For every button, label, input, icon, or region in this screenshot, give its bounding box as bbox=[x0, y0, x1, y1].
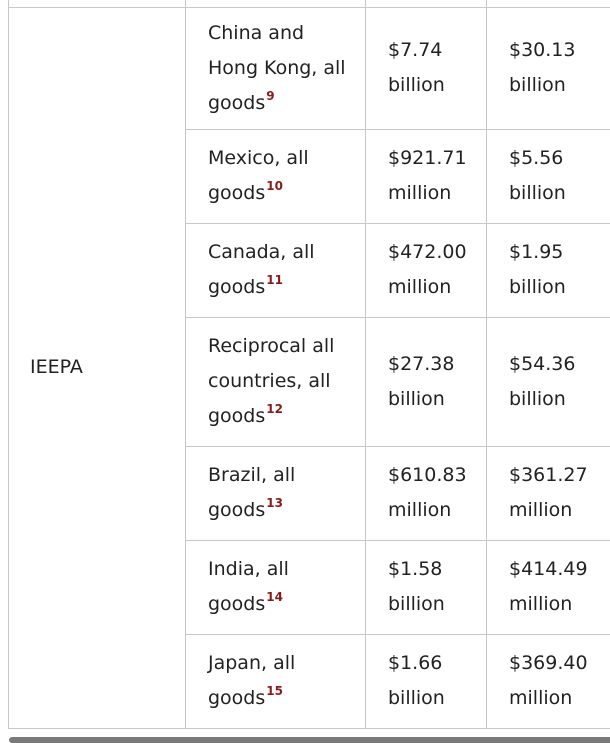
value-cell: $1.95 billion bbox=[486, 222, 610, 318]
footnote-link[interactable]: 15 bbox=[266, 684, 283, 698]
value-cell: $1.58 billion bbox=[365, 539, 487, 635]
value-cell: $414.49 million bbox=[486, 539, 610, 635]
footnote-link[interactable]: 11 bbox=[266, 273, 283, 287]
horizontal-scrollbar[interactable] bbox=[9, 737, 610, 743]
description-cell: Reciprocal all countries, all goods12 bbox=[185, 316, 366, 447]
value-cell: $610.83 million bbox=[365, 445, 487, 541]
value-cell: $54.36 billion bbox=[486, 316, 610, 447]
table-row: Mexico, all goods10 $921.71 million $5.5… bbox=[9, 128, 610, 224]
value-cell: $27.38 billion bbox=[365, 316, 487, 447]
value-cell: $369.40 million bbox=[486, 633, 610, 729]
footnote-link[interactable]: 10 bbox=[266, 179, 283, 193]
value-cell: $361.27 million bbox=[486, 445, 610, 541]
group-label: IEEPA bbox=[30, 356, 83, 378]
description-cell: India, all goods14 bbox=[185, 539, 366, 635]
group-label-cell: IEEPA bbox=[8, 6, 186, 729]
value-cell: $921.71 million bbox=[365, 128, 487, 224]
value-cell: $7.74 billion bbox=[365, 6, 487, 130]
description-cell: China and Hong Kong, all goods9 bbox=[185, 6, 366, 130]
value-cell: $30.13 billion bbox=[486, 6, 610, 130]
footnote-link[interactable]: 9 bbox=[266, 88, 275, 103]
table-row: Brazil, all goods13 $610.83 million $361… bbox=[9, 445, 610, 541]
table-row: Japan, all goods15 $1.66 billion $369.40… bbox=[9, 633, 610, 729]
description-cell: Mexico, all goods10 bbox=[185, 128, 366, 224]
description-cell: Japan, all goods15 bbox=[185, 633, 366, 729]
footnote-link[interactable]: 14 bbox=[266, 590, 283, 604]
table-row-previous-partial bbox=[8, 0, 610, 8]
tariff-table-container: IEEPA China and Hong Kong, all goods9 $7… bbox=[8, 0, 610, 736]
value-cell: $1.66 billion bbox=[365, 633, 487, 729]
tariff-revenue-table: IEEPA China and Hong Kong, all goods9 $7… bbox=[8, 0, 610, 729]
footnote-link[interactable]: 12 bbox=[266, 402, 283, 416]
description-cell: Brazil, all goods13 bbox=[185, 445, 366, 541]
description-cell: Canada, all goods11 bbox=[185, 222, 366, 318]
table-row: Canada, all goods11 $472.00 million $1.9… bbox=[9, 222, 610, 318]
table-row: Reciprocal all countries, all goods12 $2… bbox=[9, 316, 610, 447]
footnote-link[interactable]: 13 bbox=[266, 496, 283, 510]
value-cell: $5.56 billion bbox=[486, 128, 610, 224]
table-row: IEEPA China and Hong Kong, all goods9 $7… bbox=[8, 6, 610, 729]
value-cell: $472.00 million bbox=[365, 222, 487, 318]
table-row: India, all goods14 $1.58 billion $414.49… bbox=[9, 539, 610, 635]
